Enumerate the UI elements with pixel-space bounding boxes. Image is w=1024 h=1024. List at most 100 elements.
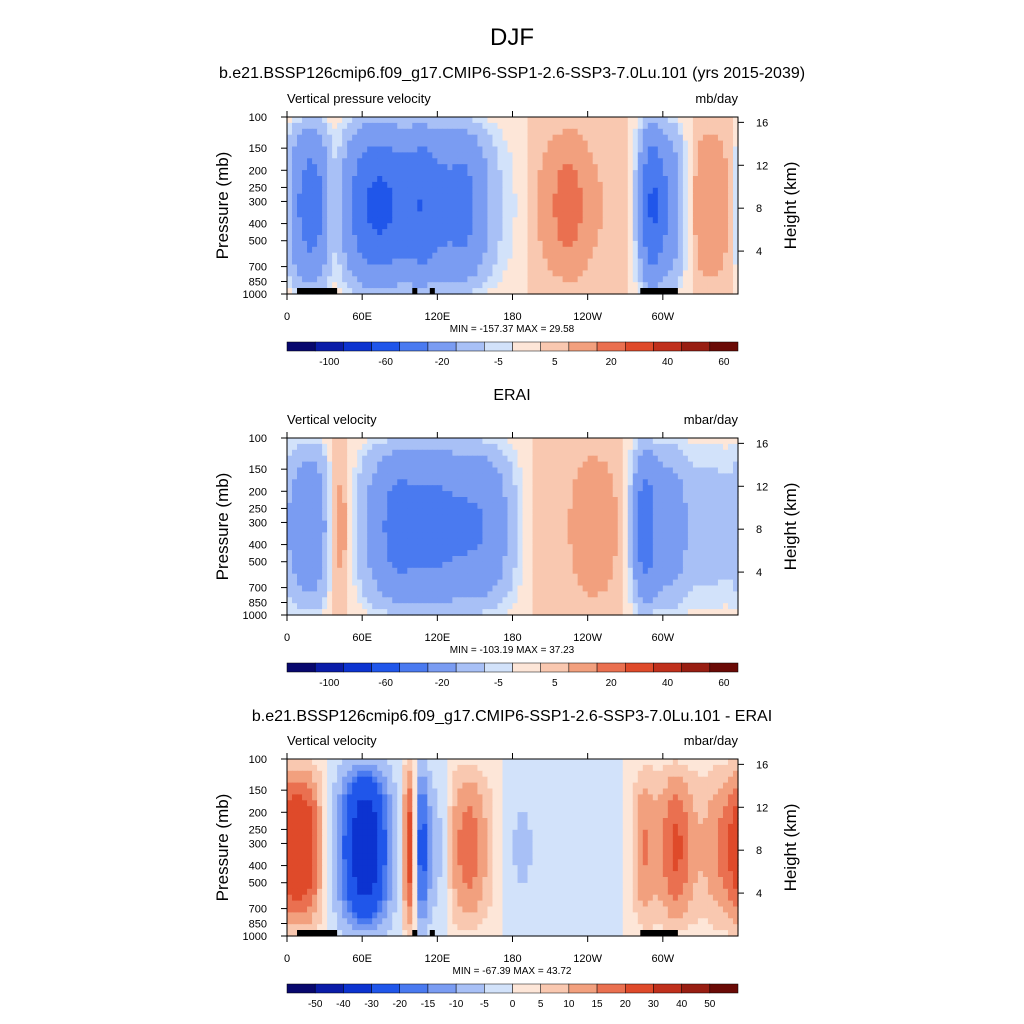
heatmap-cell [302,176,308,183]
heatmap-cell [467,556,474,563]
heatmap-cell [357,199,363,207]
heatmap-cell [667,561,674,569]
heatmap-cell [377,449,383,457]
heatmap-cell [522,158,529,165]
heatmap-cell [447,514,453,522]
heatmap-cell [382,532,388,539]
heatmap-cell [662,449,669,457]
heatmap-cell [512,152,519,159]
heatmap-cell [732,538,739,545]
heatmap-cell [647,164,654,171]
heatmap-cell [652,508,659,516]
heatmap-cell [667,491,674,498]
heatmap-cell [352,152,358,159]
heatmap-cell [652,158,659,165]
heatmap-cell [297,258,303,266]
heatmap-cell [457,526,463,533]
heatmap-cell [707,158,714,165]
heatmap-cell [732,288,739,295]
heatmap-cell [352,229,358,236]
heatmap-cell [432,544,438,551]
heatmap-cell [592,479,599,486]
heatmap-cell [722,122,729,130]
heatmap-cell [397,117,403,124]
heatmap-cell [677,467,684,474]
heatmap-cell [522,473,529,480]
heatmap-cell [487,502,494,510]
heatmap-cell [327,573,333,581]
heatmap-cell [622,235,629,242]
heatmap-cell [472,122,479,130]
heatmap-cell [537,288,544,295]
heatmap-cell [712,158,719,165]
heatmap-cell [492,579,499,587]
heatmap-cell [417,199,423,207]
heatmap-cell [402,556,408,563]
heatmap-cell [627,497,634,504]
heatmap-cell [512,438,519,445]
heatmap-cell [502,579,509,587]
heatmap-cell [602,461,609,469]
heatmap-cell [477,170,484,177]
heatmap-cell [367,520,373,528]
heatmap-cell [402,497,408,504]
heatmap-cell [657,235,664,242]
heatmap-cell [377,223,383,230]
y-tick-label: 150 [249,143,267,155]
heatmap-cell [317,181,323,189]
heatmap-cell [602,514,609,522]
heatmap-cell [352,264,358,271]
heatmap-cell [387,223,393,230]
heatmap-cell [642,270,649,277]
heatmap-cell [557,538,564,545]
heatmap-cell [477,479,484,486]
heatmap-cell [352,532,358,539]
heatmap-cell [287,205,293,212]
heatmap-cell [702,508,709,516]
heatmap-cell [332,223,338,230]
heatmap-cell [582,544,589,551]
heatmap-cell [547,176,554,183]
heatmap-cell [492,479,499,486]
heatmap-cell [717,502,724,510]
heatmap-cell [727,520,734,528]
heatmap-cell [517,270,524,277]
heatmap-cell [382,467,388,474]
heatmap-cell [447,229,453,236]
heatmap-cell [647,240,654,248]
heatmap-cell [312,461,318,469]
heatmap-cell [557,229,564,236]
heatmap-cell [557,544,564,551]
heatmap-cell [617,193,624,201]
heatmap-cell [672,240,679,248]
heatmap-cell [602,567,609,575]
heatmap-cell [472,235,479,242]
heatmap-cell [457,205,463,212]
heatmap-cell [487,449,494,457]
heatmap-cell [567,502,574,510]
heatmap-cell [517,544,524,551]
heatmap-cell [647,211,654,218]
heatmap-cell [432,181,438,189]
heatmap-cell [372,497,378,504]
heatmap-cell [387,176,393,183]
heatmap-cell [612,479,619,486]
heatmap-cell [652,240,659,248]
heatmap-cell [582,532,589,539]
heatmap-cell [527,455,534,463]
heatmap-cell [562,573,569,581]
heatmap-cell [662,235,669,242]
heatmap-cell [437,258,443,266]
heatmap-cell [477,140,484,148]
heatmap-cell [487,134,494,142]
heatmap-cell [667,526,674,533]
heatmap-cell [687,223,694,230]
heatmap-cell [292,146,298,153]
heatmap-cell [362,223,368,230]
heatmap-cell [502,550,509,557]
heatmap-cell [582,485,589,492]
heatmap-cell [432,134,438,142]
heatmap-cell [577,170,584,177]
heatmap-cell [537,252,544,260]
heatmap-cell [707,491,714,498]
